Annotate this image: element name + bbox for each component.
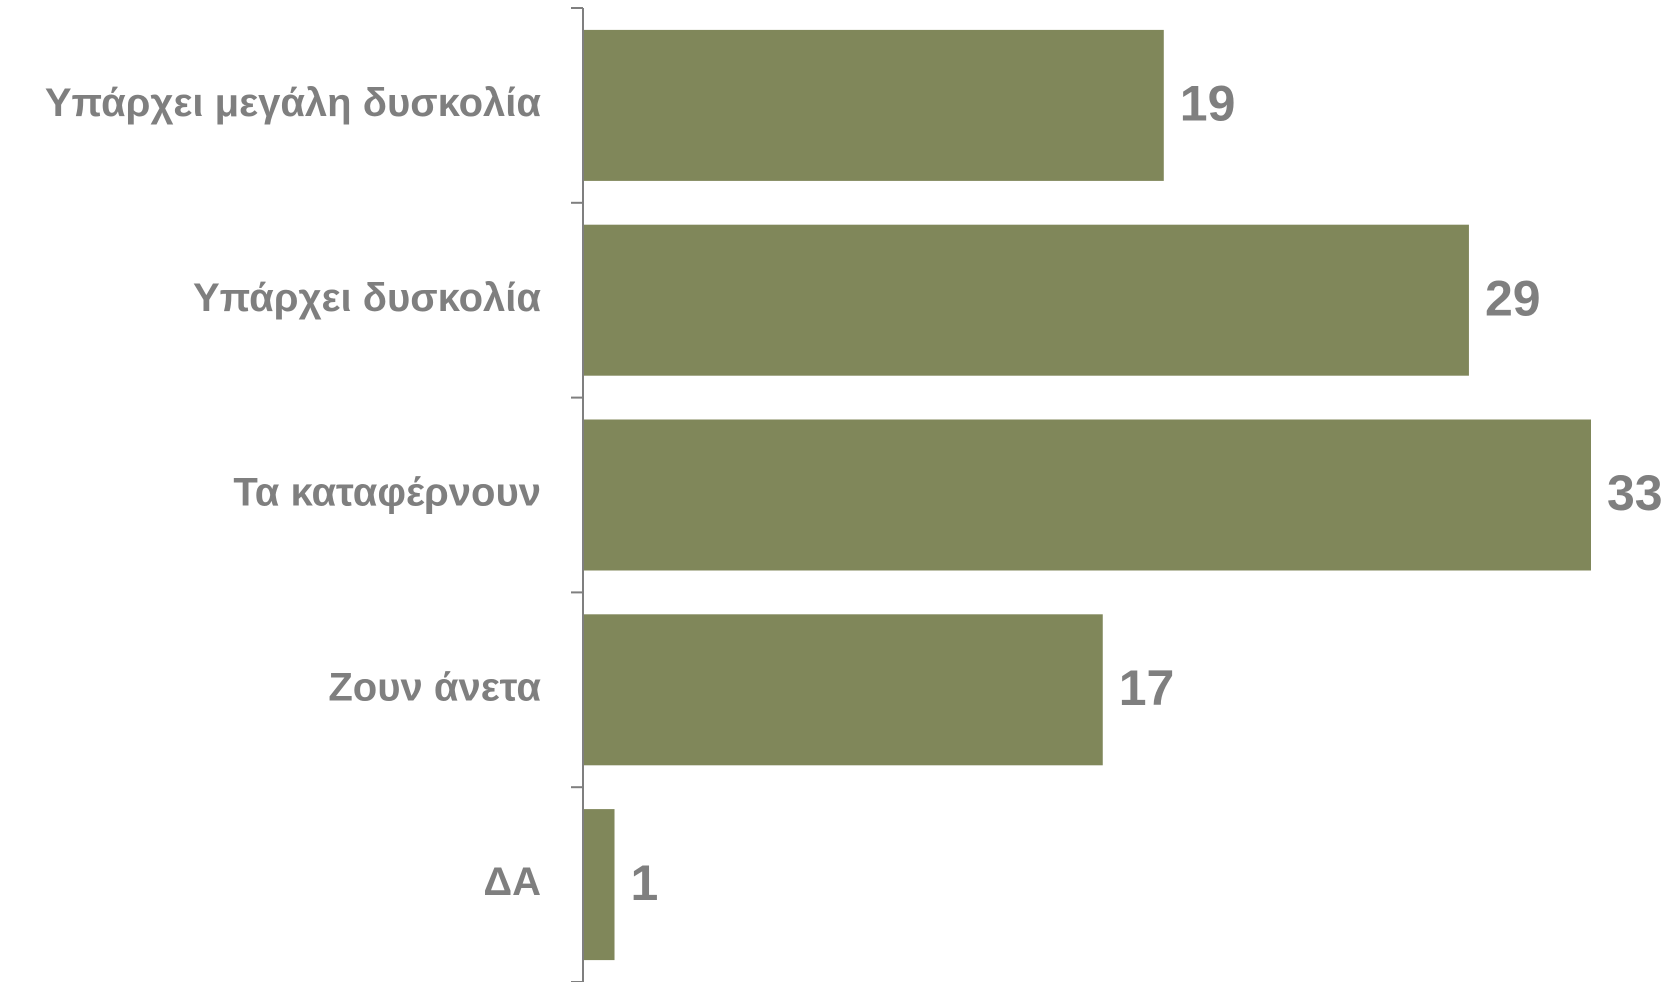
bar-cat-2 — [584, 419, 1591, 571]
data-label: 1 — [631, 855, 659, 911]
bar-cat-4 — [584, 809, 615, 961]
data-label: 17 — [1119, 660, 1175, 716]
category-label: Υπάρχει μεγάλη δυσκολία — [45, 81, 542, 125]
data-label: 19 — [1180, 76, 1236, 132]
value-labels: 19 29 33 17 1 — [631, 76, 1663, 911]
data-label: 29 — [1485, 270, 1541, 326]
data-label: 33 — [1607, 465, 1663, 521]
bars-group — [584, 29, 1591, 961]
category-axis — [571, 7, 584, 982]
category-label: ΔΑ — [483, 860, 541, 904]
category-label: Τα καταφέρνουν — [233, 471, 541, 515]
category-labels: Υπάρχει μεγάλη δυσκολία Υπάρχει δυσκολία Τ… — [45, 81, 542, 904]
bar-cat-0 — [584, 29, 1164, 181]
bar-cat-3 — [584, 614, 1103, 766]
category-label: Ζουν άνετα — [328, 665, 541, 709]
bar-cat-1 — [584, 224, 1469, 376]
category-label: Υπάρχει δυσκολία — [193, 276, 541, 320]
